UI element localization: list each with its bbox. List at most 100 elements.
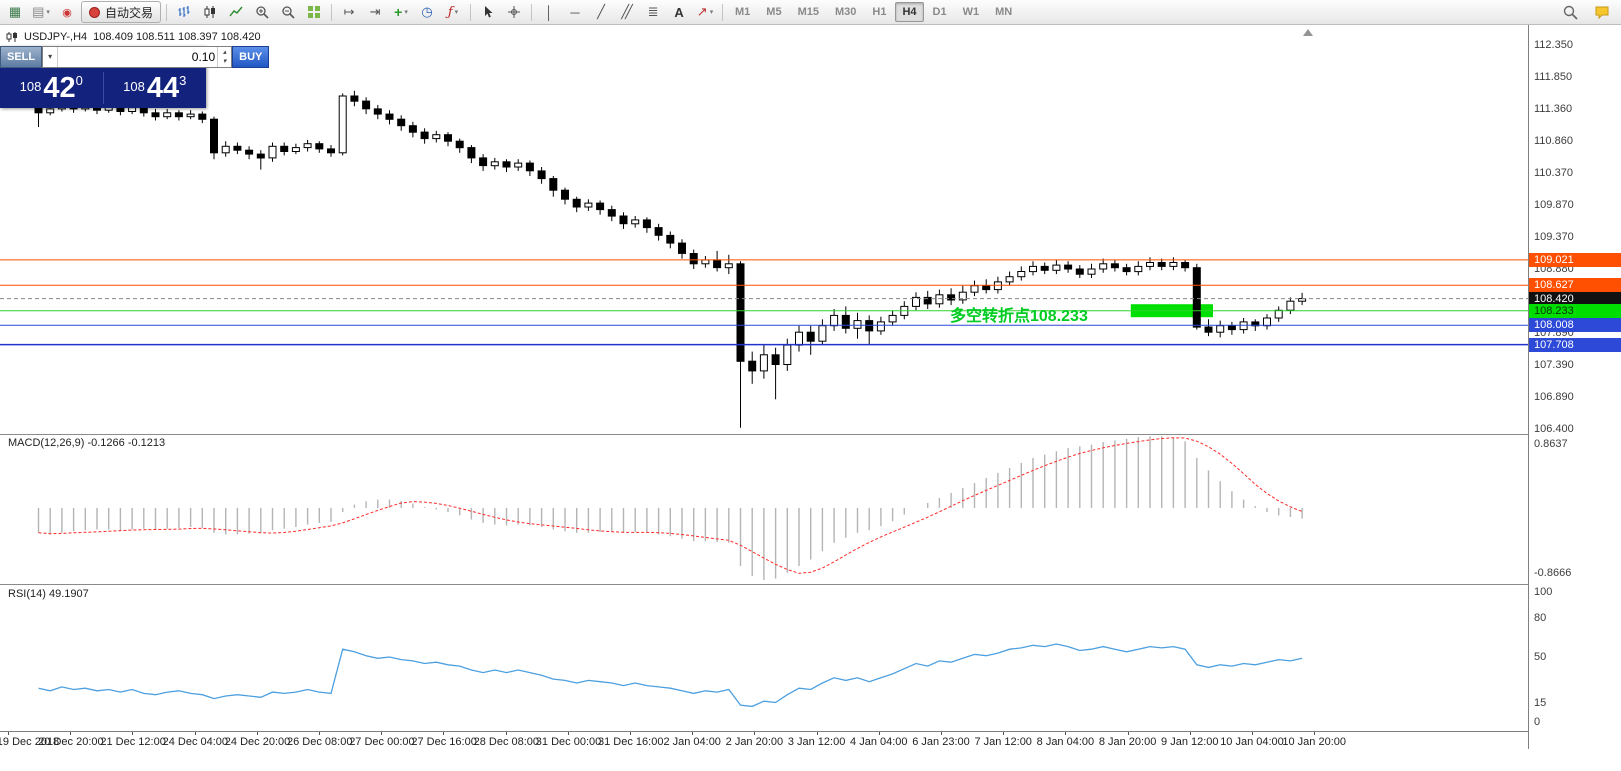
volume-input[interactable] [58, 47, 218, 67]
volume-spinner[interactable]: ▴ ▾ [217, 47, 231, 67]
candle [256, 150, 265, 170]
crosshair-button[interactable] [502, 1, 526, 23]
candle [420, 128, 429, 144]
candle [397, 115, 406, 131]
candle [1227, 321, 1236, 335]
timeframe-mn[interactable]: MN [995, 6, 1013, 18]
time-axis-label: 7 Jan 12:00 [974, 736, 1032, 748]
time-axis-label: 21 Dec 12:00 [100, 736, 166, 748]
volume-dropdown-icon[interactable]: ▾ [43, 47, 59, 67]
candle [982, 279, 991, 294]
indicators-button[interactable]: ƒ ▾ [447, 4, 459, 20]
chat-button[interactable] [1590, 1, 1614, 23]
candle [502, 159, 511, 173]
timeframe-m1[interactable]: M1 [735, 6, 751, 18]
price-tag: 108.008 [1529, 318, 1621, 333]
candle [549, 176, 558, 197]
main-chart[interactable] [0, 25, 1528, 434]
panel-splitter[interactable] [0, 434, 1621, 437]
sell-button[interactable]: SELL [0, 46, 43, 68]
price-axis[interactable]: 112.350 111.850 111.360 110.860 110.370 109.8… [1528, 25, 1621, 749]
candle [1029, 261, 1037, 276]
timeframe-m5[interactable]: M5 [766, 6, 782, 18]
auto-scroll-button[interactable]: ↦ [343, 4, 355, 19]
tile-windows-button[interactable] [302, 1, 326, 23]
candle [1040, 262, 1049, 275]
candle [362, 97, 371, 115]
toolbar-right-group [1557, 1, 1615, 23]
channel-button[interactable]: ╱╱ [621, 4, 632, 19]
candle [1216, 320, 1225, 338]
candle [1099, 258, 1108, 273]
buy-price[interactable]: 108443 [104, 72, 207, 105]
fibonacci-button[interactable]: ≣ [647, 4, 659, 19]
zoom-out-button[interactable] [276, 1, 300, 23]
candle [1075, 265, 1084, 278]
candle [455, 138, 464, 153]
buy-button[interactable]: BUY [232, 46, 270, 68]
horizontal-line-button[interactable]: ─ [570, 4, 580, 20]
bar-chart-button[interactable] [172, 1, 196, 23]
time-axis-label: 20 Dec 20:00 [38, 736, 104, 748]
time-tick [941, 732, 942, 735]
timeframe-m15[interactable]: M15 [797, 6, 819, 18]
candlestick-chart-button[interactable] [198, 1, 222, 23]
candle [642, 217, 651, 233]
panel-splitter[interactable] [0, 584, 1621, 587]
price-axis-label: 112.350 [1534, 39, 1573, 51]
toolbar-separator [166, 3, 168, 21]
candle [467, 145, 476, 164]
sell-price-point: 0 [75, 72, 83, 88]
pivot-annotation[interactable]: 多空转折点108.233 [950, 308, 1088, 325]
time-axis-label: 26 Dec 08:00 [287, 736, 353, 748]
autotrading-button[interactable]: 自动交易 [81, 1, 162, 23]
candle [1110, 259, 1119, 272]
timeframe-m30[interactable]: M30 [834, 6, 857, 18]
candle [947, 288, 956, 306]
rsi-panel[interactable] [0, 586, 1528, 731]
profiles-button[interactable]: ▤ ▾ [32, 4, 50, 19]
text-button[interactable]: A [674, 4, 684, 20]
time-axis[interactable]: 19 Dec 2018 20 Dec 20:00 21 Dec 12:00 24 De… [0, 731, 1621, 752]
trade-panel-controls: SELL ▾ ▴▾ BUY [0, 46, 270, 68]
price-axis-label: 109.370 [1534, 231, 1574, 244]
candle [327, 145, 335, 157]
search-button[interactable] [1558, 1, 1582, 23]
candle [490, 157, 499, 170]
new-chart-button[interactable]: ▦ [8, 4, 22, 19]
timeframe-w1[interactable]: W1 [962, 6, 980, 18]
time-tick [194, 732, 196, 735]
timeframe-h4[interactable]: H4 [895, 2, 924, 22]
arrows-button[interactable]: ↗ ▾ [696, 4, 714, 19]
candle [373, 105, 382, 120]
time-tick [443, 732, 445, 735]
candle [607, 205, 616, 222]
spin-up-icon[interactable]: ▴ [222, 49, 227, 56]
candle [1017, 266, 1026, 281]
chart-shift-marker[interactable] [1303, 29, 1313, 36]
sell-price[interactable]: 108420 [0, 72, 103, 105]
candle [268, 142, 277, 162]
time-tick [319, 732, 320, 735]
chart-shift-button[interactable]: ⇥ [369, 4, 381, 19]
timeframe-h1[interactable]: H1 [872, 6, 887, 18]
candle [1274, 306, 1283, 322]
new-order-button[interactable]: + ▾ [394, 4, 408, 20]
rsi-scale-label: 0 [1534, 716, 1541, 728]
macd-panel[interactable] [0, 436, 1528, 580]
vertical-line-button[interactable]: │ [544, 4, 554, 20]
cursor-button[interactable] [476, 1, 500, 23]
line-chart-button[interactable] [224, 1, 248, 23]
price-axis-label: 109.870 [1534, 199, 1574, 212]
period-button[interactable]: ◷ [421, 4, 433, 19]
trendline-button[interactable]: ╱ [597, 4, 605, 19]
price-tag: 107.708 [1529, 337, 1621, 352]
candle [1134, 261, 1143, 276]
timeframe-d1[interactable]: D1 [932, 6, 947, 18]
zoom-in-button[interactable] [250, 1, 274, 23]
spin-down-icon[interactable]: ▾ [222, 58, 227, 65]
expert-advisors-button[interactable]: ◉ [62, 6, 72, 19]
chart-icon [6, 32, 17, 42]
candle [1064, 261, 1073, 273]
symbol-period-label: USDJPY-,H4 [24, 31, 88, 43]
